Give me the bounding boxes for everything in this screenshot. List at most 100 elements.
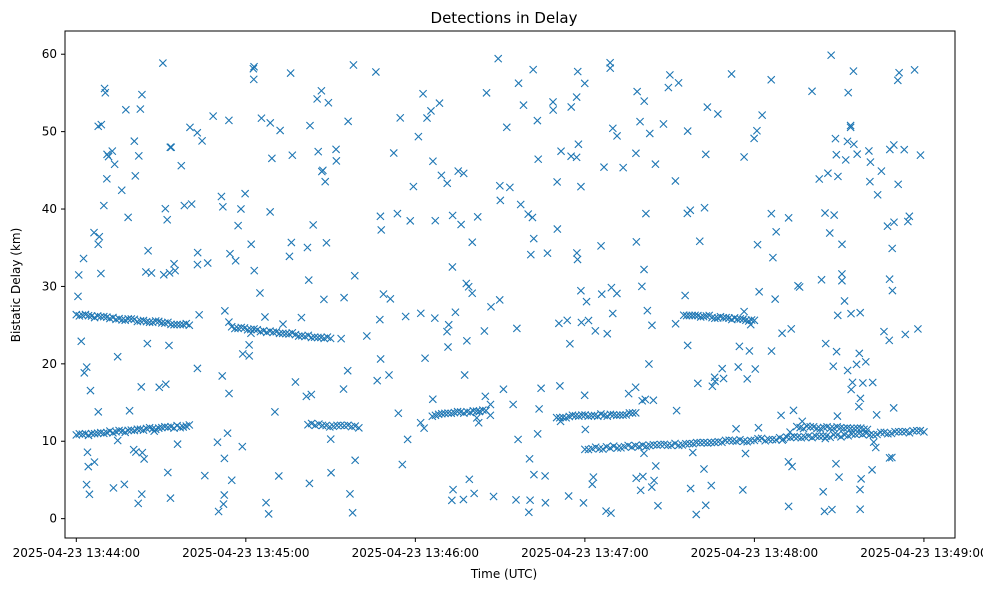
data-point bbox=[806, 422, 815, 431]
data-point bbox=[177, 161, 186, 170]
data-point bbox=[151, 317, 160, 325]
data-point bbox=[245, 351, 254, 360]
data-point bbox=[533, 116, 542, 125]
data-point bbox=[470, 489, 479, 498]
data-point bbox=[649, 396, 658, 405]
data-point bbox=[158, 59, 167, 68]
data-point bbox=[214, 507, 223, 516]
data-point bbox=[486, 400, 495, 409]
data-point bbox=[143, 339, 152, 348]
data-point bbox=[78, 430, 87, 439]
data-point bbox=[100, 84, 109, 93]
data-point bbox=[574, 140, 583, 149]
data-point bbox=[103, 150, 112, 159]
data-point bbox=[683, 341, 692, 350]
data-point bbox=[249, 64, 258, 73]
data-point bbox=[637, 282, 646, 291]
data-point bbox=[84, 311, 93, 320]
data-point bbox=[287, 238, 296, 247]
data-point bbox=[249, 75, 258, 84]
data-point bbox=[336, 421, 345, 430]
data-point bbox=[161, 380, 170, 389]
data-point bbox=[853, 424, 862, 433]
data-point bbox=[534, 155, 543, 164]
data-point bbox=[163, 215, 172, 224]
data-point bbox=[462, 336, 471, 345]
data-point bbox=[708, 382, 717, 391]
data-point bbox=[740, 153, 749, 161]
data-point bbox=[86, 386, 95, 395]
data-point bbox=[403, 435, 412, 444]
data-point bbox=[619, 163, 628, 172]
data-point bbox=[495, 295, 504, 304]
data-point bbox=[890, 218, 898, 227]
data-point bbox=[165, 268, 174, 277]
data-point bbox=[288, 151, 297, 160]
data-point bbox=[832, 150, 841, 159]
data-point bbox=[721, 436, 730, 445]
data-point bbox=[606, 509, 615, 518]
data-point bbox=[685, 439, 694, 448]
data-point bbox=[628, 408, 637, 417]
data-point bbox=[572, 153, 581, 162]
data-point bbox=[767, 347, 776, 356]
data-point bbox=[656, 440, 665, 449]
data-point bbox=[78, 311, 87, 320]
x-tick-label: 2025-04-23 13:47:00 bbox=[521, 546, 648, 560]
data-point bbox=[448, 262, 457, 271]
data-point bbox=[671, 176, 680, 185]
data-point bbox=[861, 357, 870, 366]
data-point bbox=[565, 339, 574, 348]
data-point bbox=[653, 501, 662, 510]
data-point bbox=[302, 392, 311, 401]
y-tick-label: 20 bbox=[42, 357, 57, 371]
data-point bbox=[167, 143, 176, 152]
data-point bbox=[755, 287, 764, 296]
data-point bbox=[313, 94, 322, 103]
data-point bbox=[543, 249, 552, 258]
data-point bbox=[238, 349, 247, 358]
data-point bbox=[310, 333, 319, 342]
data-point bbox=[224, 318, 233, 327]
data-point bbox=[117, 186, 126, 195]
data-point bbox=[448, 211, 457, 220]
data-point bbox=[581, 425, 590, 434]
data-point bbox=[509, 400, 518, 409]
data-point bbox=[735, 342, 744, 351]
data-point bbox=[873, 430, 882, 439]
data-point bbox=[893, 76, 902, 85]
data-point bbox=[732, 424, 741, 433]
data-point bbox=[812, 424, 821, 433]
data-point bbox=[468, 289, 477, 298]
data-point bbox=[343, 366, 352, 375]
data-point bbox=[815, 432, 824, 441]
data-point bbox=[808, 87, 817, 96]
y-axis-label: Bistatic Delay (km) bbox=[9, 228, 23, 343]
data-point bbox=[297, 331, 306, 340]
data-point bbox=[772, 435, 781, 444]
data-point bbox=[354, 423, 363, 432]
data-point bbox=[863, 425, 872, 434]
data-point bbox=[393, 209, 402, 218]
data-point bbox=[447, 496, 456, 505]
data-point bbox=[606, 64, 615, 73]
data-point bbox=[144, 246, 153, 255]
data-point bbox=[651, 160, 660, 169]
data-point bbox=[115, 426, 124, 435]
data-point bbox=[827, 505, 836, 514]
data-point bbox=[340, 293, 349, 302]
data-point bbox=[129, 445, 138, 454]
data-point bbox=[602, 507, 611, 516]
data-point bbox=[686, 484, 695, 493]
data-point bbox=[633, 87, 642, 96]
data-point bbox=[701, 150, 710, 159]
data-point bbox=[475, 407, 484, 416]
data-point bbox=[275, 329, 284, 338]
data-point bbox=[833, 412, 842, 421]
data-point bbox=[121, 105, 130, 114]
data-point bbox=[612, 411, 621, 420]
data-point bbox=[883, 429, 892, 438]
data-point bbox=[307, 333, 316, 342]
data-point bbox=[625, 408, 634, 417]
data-point bbox=[702, 311, 711, 320]
